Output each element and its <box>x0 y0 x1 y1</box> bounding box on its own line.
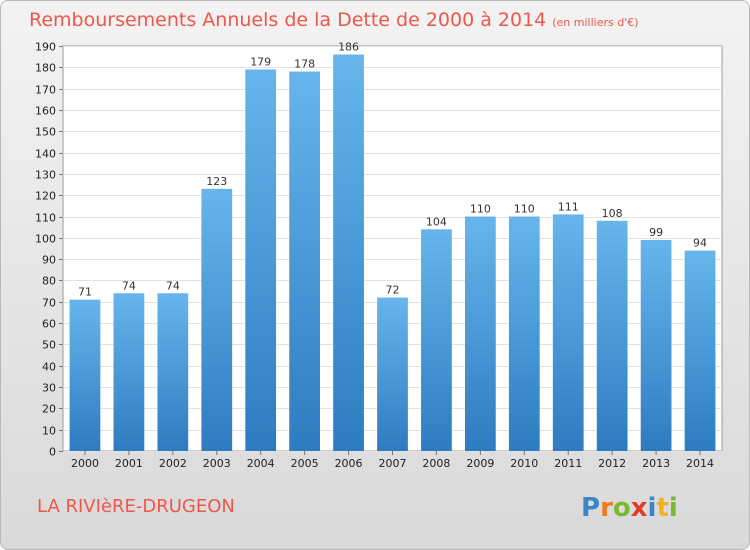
bar-2001 <box>113 293 145 451</box>
y-tick-label: 50 <box>42 339 56 352</box>
bar-2013 <box>640 239 672 451</box>
y-axis: 0 10 20 30 40 50 60 70 80 90 100 110 120 130 140 150 160… <box>35 41 63 459</box>
value-label: 186 <box>338 41 359 54</box>
x-tick-label: 2000 <box>71 457 99 470</box>
value-label: 99 <box>649 226 663 239</box>
y-tick-label: 130 <box>35 169 56 182</box>
value-label: 72 <box>386 284 400 297</box>
bar-2006 <box>333 54 364 452</box>
value-label: 74 <box>166 279 180 292</box>
y-tick-label: 60 <box>42 318 56 331</box>
chart-title: Remboursements Annuels de la Dette de 20… <box>29 9 639 31</box>
x-tick-label: 2009 <box>466 457 494 470</box>
y-tick-label: 100 <box>35 233 56 246</box>
bar-2003 <box>201 188 233 451</box>
x-tick-label: 2006 <box>335 457 363 470</box>
bar-2012 <box>596 220 628 451</box>
y-tick-label: 0 <box>49 446 56 459</box>
svg-text:Proxiti: Proxiti <box>581 493 678 523</box>
x-tick-label: 2014 <box>686 457 714 470</box>
value-label: 104 <box>426 215 447 228</box>
x-tick-label: 2012 <box>598 457 626 470</box>
x-tick-label: 2008 <box>422 457 450 470</box>
value-label: 123 <box>206 175 227 188</box>
bar-2000 <box>69 299 101 451</box>
y-tick-label: 80 <box>42 275 56 288</box>
x-tick-label: 2013 <box>642 457 670 470</box>
value-label: 71 <box>78 286 92 299</box>
proxiti-logo: Proxiti <box>581 493 678 523</box>
bar-2014 <box>684 250 716 451</box>
y-tick-label: 110 <box>35 212 56 225</box>
x-tick-label: 2003 <box>203 457 231 470</box>
value-label: 111 <box>558 200 579 213</box>
y-tick-label: 170 <box>35 84 56 97</box>
bar-2004 <box>245 69 277 452</box>
y-tick-label: 150 <box>35 126 56 139</box>
y-tick-label: 90 <box>42 254 56 267</box>
y-tick-label: 180 <box>35 62 56 75</box>
y-tick-label: 20 <box>42 403 56 416</box>
bar-2010 <box>508 216 540 451</box>
bar-2007 <box>377 297 408 451</box>
value-label: 74 <box>122 279 136 292</box>
value-label: 110 <box>514 203 535 216</box>
y-tick-label: 190 <box>35 41 56 54</box>
x-tick-label: 2001 <box>115 457 143 470</box>
x-tick-label: 2007 <box>379 457 407 470</box>
x-tick-label: 2004 <box>247 457 275 470</box>
x-tick-label: 2010 <box>510 457 538 470</box>
value-label: 94 <box>693 237 707 250</box>
value-label: 178 <box>294 58 315 71</box>
x-tick-label: 2005 <box>291 457 319 470</box>
bar-2005 <box>289 71 321 451</box>
y-tick-label: 120 <box>35 190 56 203</box>
bar-2008 <box>421 229 452 451</box>
y-tick-label: 40 <box>42 361 56 374</box>
x-axis: 2000 2001 2002 2003 2004 2005 2006 2007 2008 2009… <box>71 451 714 470</box>
value-label: 108 <box>602 207 623 220</box>
y-tick-label: 160 <box>35 105 56 118</box>
y-tick-label: 140 <box>35 148 56 161</box>
commune-name: LA RIVIèRE-DRUGEON <box>37 496 235 517</box>
bar-2002 <box>157 293 189 451</box>
chart-title-main: Remboursements Annuels de la Dette de 20… <box>29 9 547 31</box>
bar-2011 <box>552 214 584 451</box>
y-tick-label: 30 <box>42 382 56 395</box>
chart-subtitle: (en milliers d'€) <box>552 16 639 29</box>
y-tick-label: 70 <box>42 297 56 310</box>
value-label: 179 <box>250 55 271 68</box>
y-tick-label: 10 <box>42 425 56 438</box>
bar-2009 <box>464 216 496 451</box>
x-tick-label: 2011 <box>554 457 582 470</box>
value-label: 110 <box>470 203 491 216</box>
bars: 71 74 74 123 179 178 186 72 104 110 110 111 108 99 94 <box>69 41 716 452</box>
x-tick-label: 2002 <box>159 457 187 470</box>
